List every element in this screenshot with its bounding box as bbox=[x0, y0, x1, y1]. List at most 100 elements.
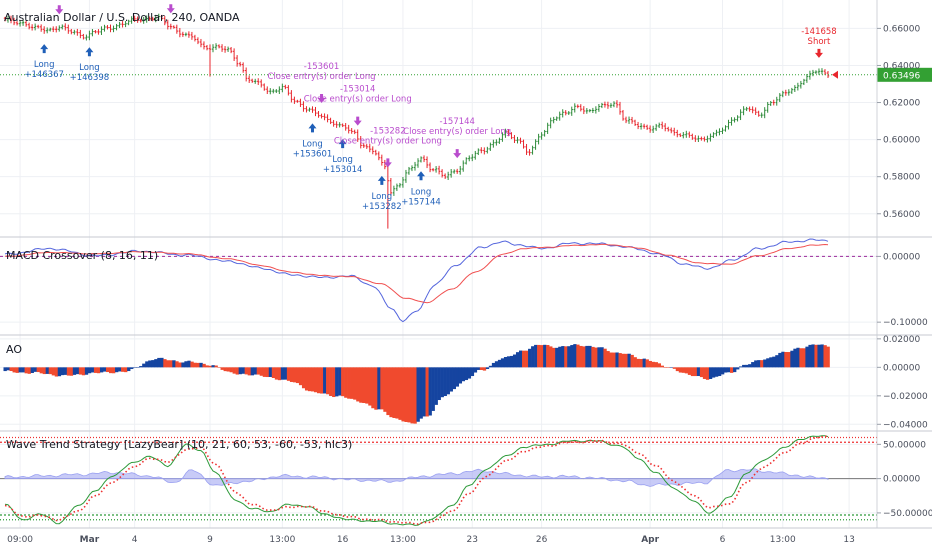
ao-bar bbox=[657, 363, 661, 368]
close-label: Close entry(s) order Long bbox=[304, 95, 412, 105]
ao-bar bbox=[705, 367, 710, 380]
ao-bar bbox=[503, 357, 508, 368]
ao-bar bbox=[558, 346, 562, 368]
close-arrow-icon bbox=[453, 149, 462, 159]
ao-pane-title: AO bbox=[6, 343, 22, 356]
ao-bar bbox=[745, 364, 749, 368]
ao-bar bbox=[645, 359, 649, 368]
ao-bar bbox=[15, 367, 19, 373]
ao-bar bbox=[250, 367, 255, 376]
ao-bar bbox=[30, 367, 34, 373]
ao-bar bbox=[808, 344, 812, 368]
ao-bar bbox=[654, 362, 658, 368]
ao-bar bbox=[552, 347, 556, 368]
ao-bar bbox=[175, 361, 179, 368]
ao-bar bbox=[488, 365, 493, 368]
ao-bar bbox=[823, 345, 827, 368]
ao-bar bbox=[45, 367, 50, 374]
ao-bar bbox=[262, 367, 267, 377]
ao-bar bbox=[407, 367, 411, 423]
trade-marker-long: Long+153014 bbox=[323, 139, 362, 175]
ao-bar bbox=[573, 344, 577, 368]
ao-bar bbox=[434, 367, 438, 405]
macd-pane-title: MACD Crossover (8, 16, 11) bbox=[6, 249, 158, 262]
ao-bar bbox=[157, 357, 161, 368]
ao-bar bbox=[99, 367, 104, 373]
long-qty-label: +153282 bbox=[362, 202, 402, 212]
ao-bar bbox=[528, 348, 532, 368]
ao-bar bbox=[81, 367, 86, 376]
ao-bar bbox=[787, 352, 791, 368]
ao-bar bbox=[298, 367, 303, 386]
ao-bar bbox=[181, 362, 185, 368]
ao-bar bbox=[793, 348, 797, 368]
ao-bar bbox=[600, 347, 604, 368]
ao-bar bbox=[696, 367, 701, 377]
short-qty-label: -141658 bbox=[801, 27, 837, 37]
long-arrow-icon bbox=[377, 175, 386, 185]
ao-bar bbox=[757, 360, 761, 368]
ao-bar bbox=[389, 367, 393, 418]
time-tick-label: 6 bbox=[720, 535, 726, 545]
ao-bar bbox=[326, 367, 330, 395]
ao-bar bbox=[39, 367, 43, 374]
ao-bar bbox=[3, 367, 7, 372]
wavetrend-pane[interactable] bbox=[0, 435, 877, 526]
close-label: Close entry(s) order Long bbox=[403, 127, 511, 137]
signal-line bbox=[4, 243, 829, 304]
ao-bar bbox=[546, 344, 550, 368]
y-tick-label: 0.00000 bbox=[883, 252, 920, 262]
ao-bar bbox=[497, 359, 502, 368]
ao-bar bbox=[96, 367, 101, 374]
ao-bar bbox=[232, 367, 236, 374]
ao-bar bbox=[681, 367, 686, 373]
ao-bar bbox=[672, 367, 677, 369]
ao-bar bbox=[102, 367, 107, 372]
ao-bar bbox=[555, 347, 559, 368]
ao-bar bbox=[588, 345, 592, 368]
ao-bar bbox=[356, 367, 360, 402]
time-tick-label: 09:00 bbox=[7, 535, 33, 545]
ao-bar bbox=[148, 360, 152, 368]
long-qty-label: +153601 bbox=[293, 149, 333, 159]
y-tick-label: 0.00000 bbox=[883, 475, 920, 485]
ao-bar bbox=[717, 367, 722, 377]
ao-bar bbox=[292, 367, 297, 383]
ao-bar bbox=[509, 355, 514, 368]
time-tick-label: 16 bbox=[337, 535, 349, 545]
ao-bar bbox=[139, 366, 143, 368]
ao-bar bbox=[223, 367, 227, 372]
ao-bar bbox=[733, 367, 737, 373]
ao-bar bbox=[268, 367, 273, 377]
time-tick-label: 13:00 bbox=[770, 535, 796, 545]
y-tick-label: 0.66000 bbox=[883, 24, 920, 34]
macd-pane[interactable] bbox=[0, 238, 877, 323]
ao-bar bbox=[404, 367, 408, 422]
ao-bar bbox=[437, 367, 441, 401]
ao-pane[interactable] bbox=[3, 344, 830, 424]
ao-bar bbox=[220, 367, 224, 370]
ao-bar bbox=[184, 361, 188, 368]
ao-bar bbox=[398, 367, 402, 420]
wavetrend-pane-title: Wave Trend Strategy [LazyBear] (10, 21, … bbox=[6, 438, 352, 451]
trade-marker-close: Close entry(s) order Long-153282 bbox=[334, 126, 442, 168]
ao-bar bbox=[33, 367, 37, 372]
trade-marker-long: Long+146398 bbox=[70, 47, 109, 83]
ao-bar bbox=[283, 367, 288, 380]
ao-bar bbox=[422, 367, 426, 417]
ao-bar bbox=[9, 367, 13, 372]
ao-bar bbox=[582, 346, 586, 368]
ao-bar bbox=[621, 353, 625, 368]
ao-bar bbox=[579, 345, 583, 368]
ao-bar bbox=[172, 360, 176, 368]
ao-bar bbox=[335, 367, 339, 397]
time-tick-label: 13 bbox=[843, 535, 854, 545]
y-tick-label: 0.58000 bbox=[883, 173, 920, 183]
ao-bar bbox=[799, 348, 803, 368]
ao-bar bbox=[112, 367, 116, 374]
ao-bar bbox=[624, 353, 628, 368]
y-tick-label: 0.00000 bbox=[883, 363, 920, 373]
ao-bar bbox=[271, 367, 276, 379]
close-label: Close entry(s) order Long bbox=[268, 72, 376, 82]
